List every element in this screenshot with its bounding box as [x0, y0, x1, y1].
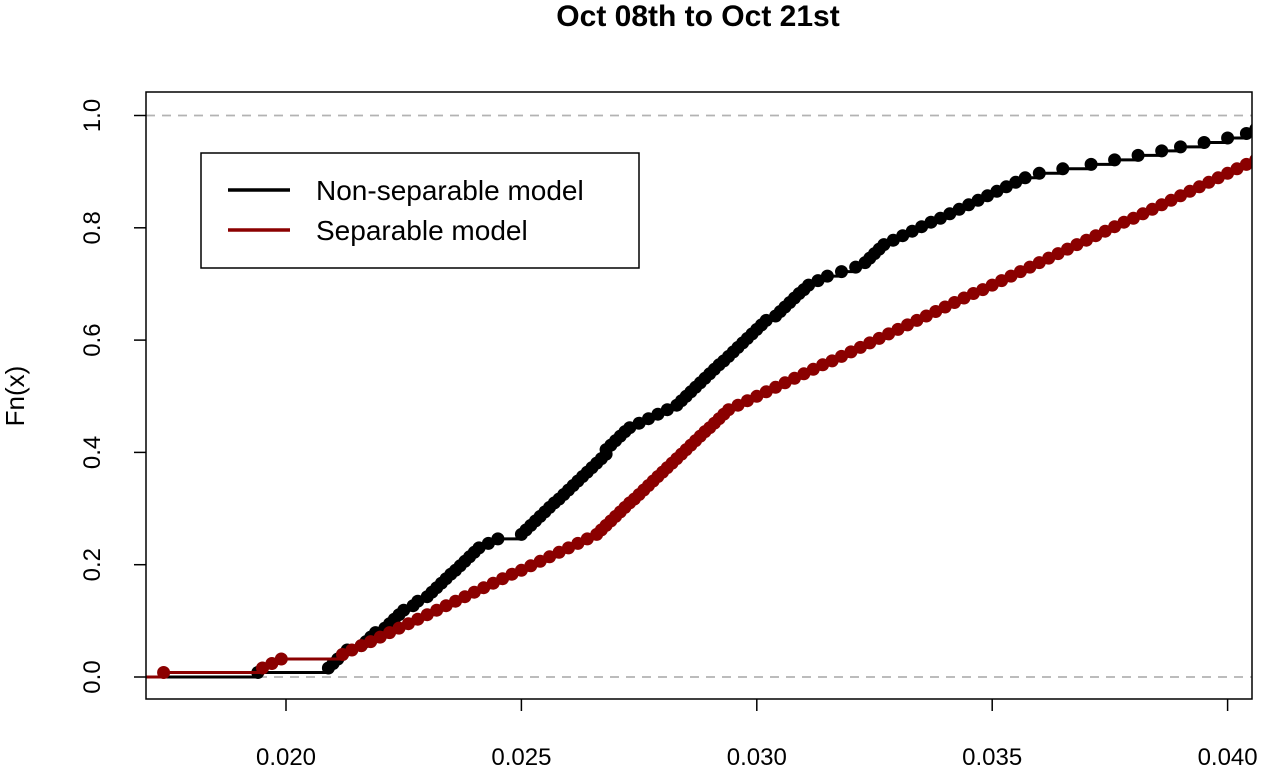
- series-0-point-116: [1131, 148, 1145, 162]
- series-0-point-121: [1239, 127, 1252, 140]
- chart-title: Oct 08th to Oct 21st: [556, 0, 839, 33]
- x-tick-label-4: 0.040: [1198, 744, 1258, 768]
- y-tick-label-2: 0.4: [79, 436, 106, 469]
- series-0-point-117: [1155, 144, 1169, 158]
- y-tick-label-4: 0.8: [79, 211, 106, 244]
- series-0-point-115: [1108, 153, 1122, 167]
- x-tick-label-3: 0.035: [962, 744, 1022, 768]
- series-0-point-114: [1084, 157, 1098, 171]
- x-tick-label-1: 0.025: [491, 744, 551, 768]
- series-0-point-118: [1174, 140, 1187, 154]
- legend-label-non-separable: Non-separable model: [316, 175, 584, 206]
- series-0-point-112: [1032, 166, 1046, 180]
- series-0-point-90: [835, 265, 848, 279]
- series-layer: [146, 123, 1252, 679]
- series-0-point-119: [1197, 136, 1211, 149]
- legend: Non-separable model Separable model: [200, 152, 640, 269]
- series-0-point-120: [1221, 131, 1235, 145]
- plot-area: 0.020 0.025 0.030 0.035 0.040 0.0 0.2 0.4 0.6 0.8…: [79, 91, 1258, 768]
- series-1-point-3: [274, 652, 288, 666]
- y-tick-label-0: 0.0: [79, 660, 106, 693]
- series-0-point-113: [1056, 162, 1070, 176]
- series-0-point-30: [491, 532, 505, 546]
- x-tick-label-0: 0.020: [256, 744, 316, 768]
- series-0-point-111: [1018, 171, 1032, 185]
- plot-frame: [145, 91, 1253, 700]
- series-1-point-0: [157, 666, 171, 679]
- y-tick-label-5: 1.0: [79, 99, 106, 132]
- series-0-point-89: [820, 269, 834, 283]
- legend-box: [200, 152, 640, 269]
- y-tick-label-1: 0.2: [79, 548, 106, 581]
- legend-label-separable: Separable model: [316, 215, 528, 246]
- y-axis-label: Fn(x): [0, 366, 30, 427]
- y-tick-label-3: 0.6: [79, 323, 106, 356]
- x-tick-label-2: 0.030: [727, 744, 787, 768]
- series-1-point-114: [1239, 157, 1252, 171]
